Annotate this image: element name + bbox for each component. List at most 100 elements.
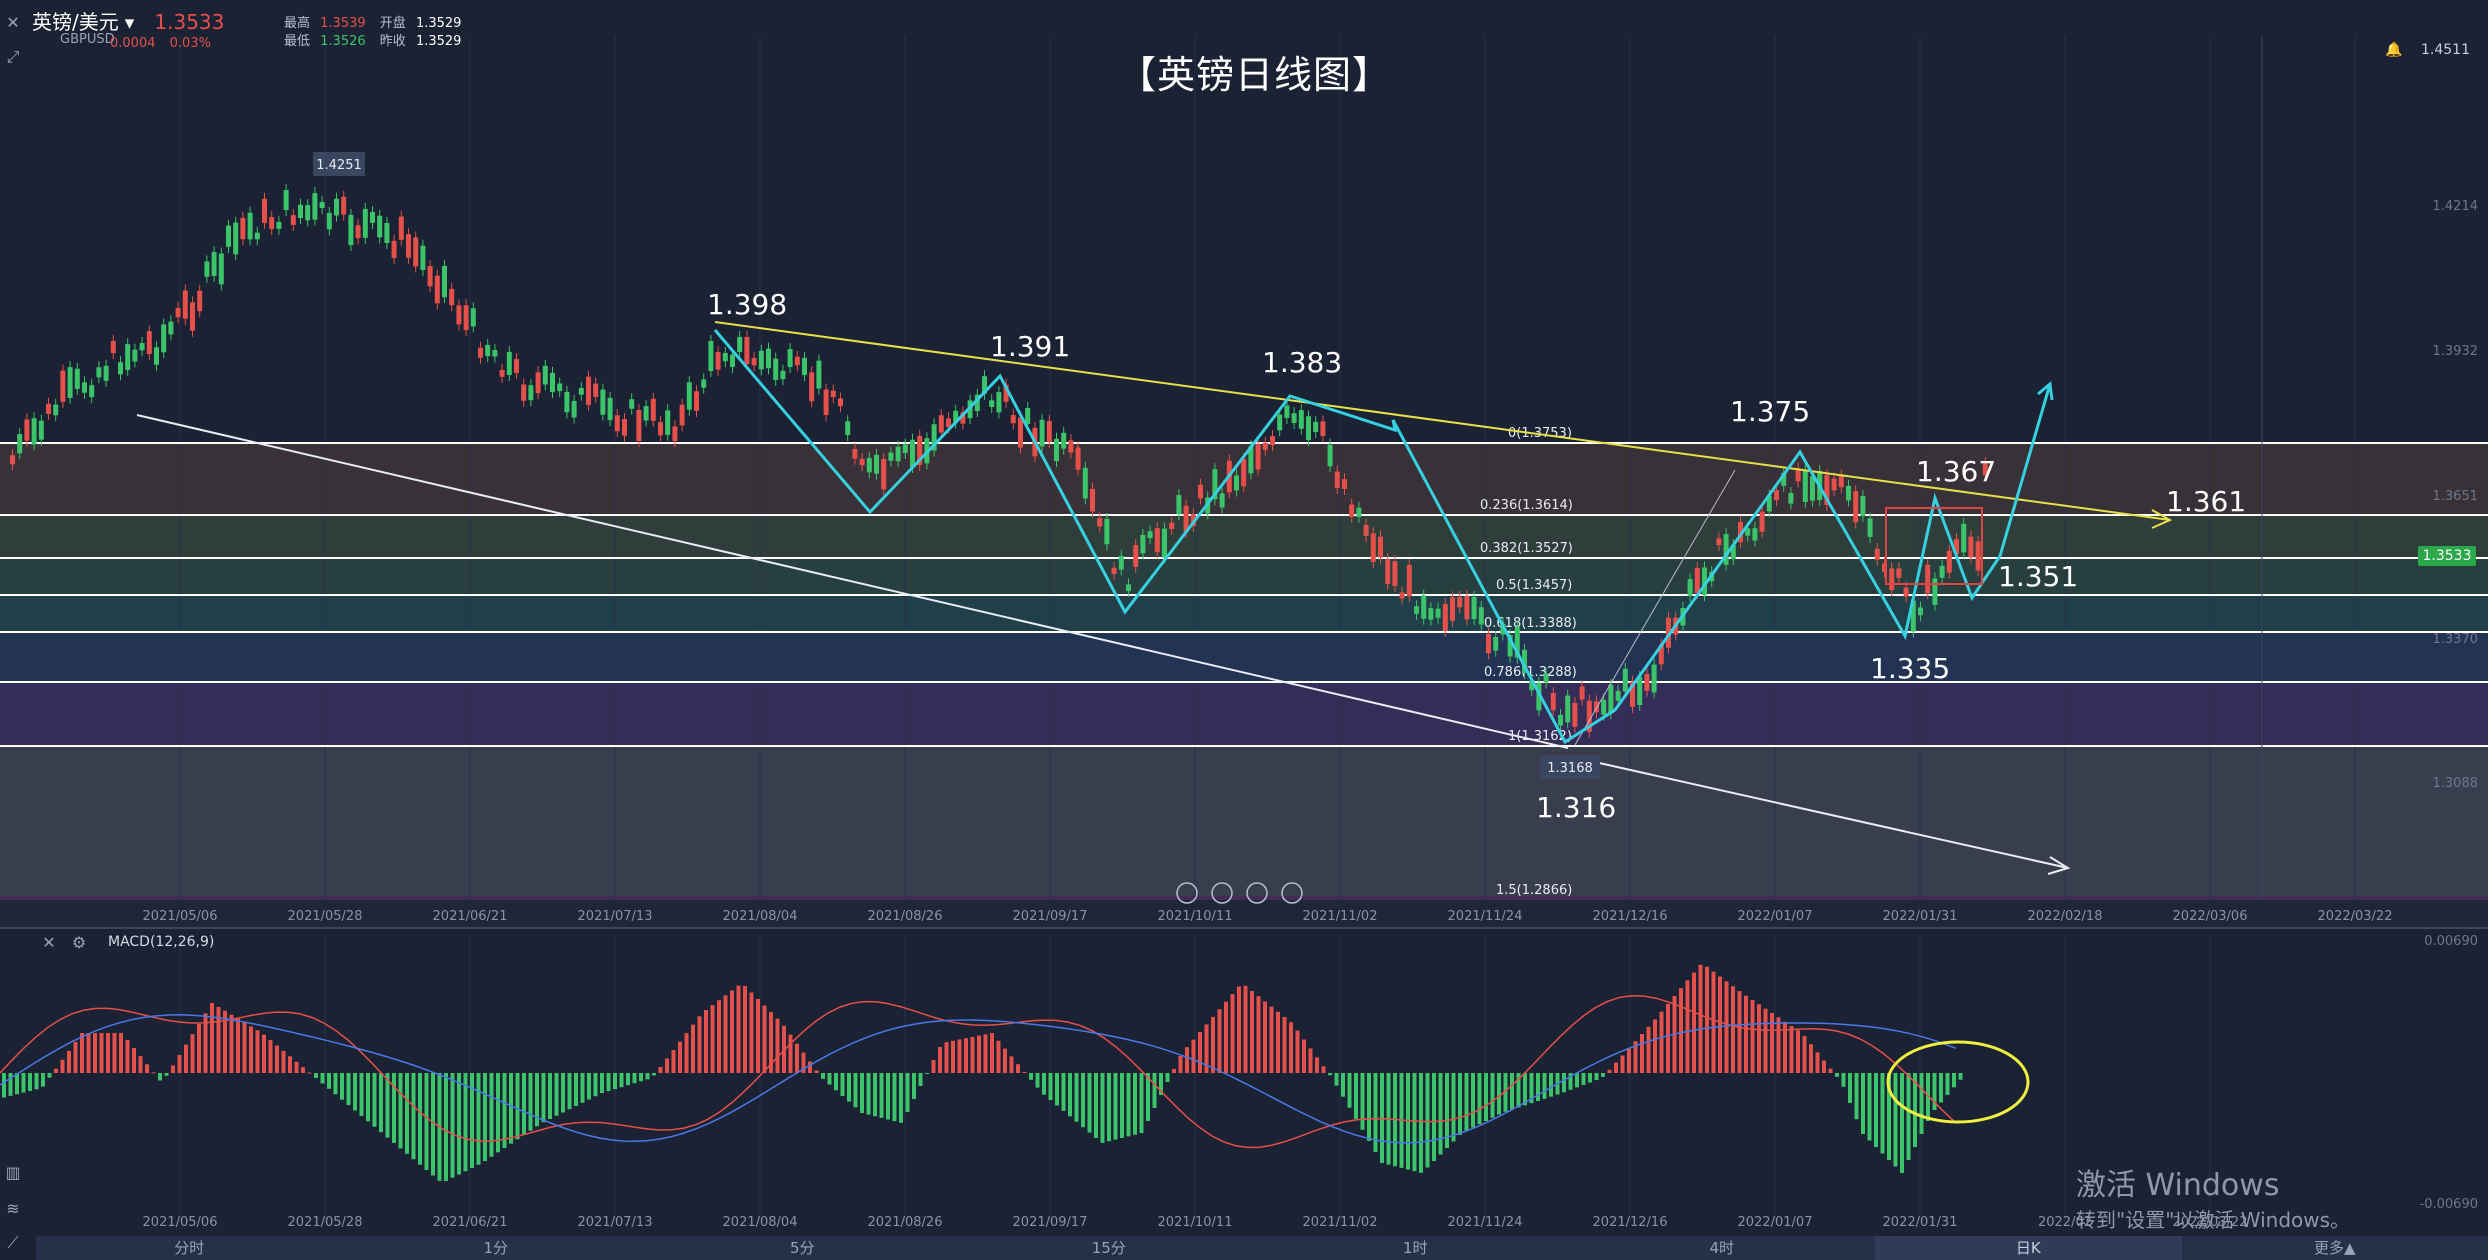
candle bbox=[1061, 432, 1067, 449]
candle bbox=[1615, 690, 1621, 701]
candle bbox=[1262, 442, 1268, 450]
tab-15min[interactable]: 15分 bbox=[1091, 1239, 1126, 1257]
price-annotation: 1.316 bbox=[1536, 791, 1616, 824]
candle bbox=[823, 389, 829, 416]
candle bbox=[31, 418, 37, 445]
candle bbox=[1558, 714, 1563, 726]
macd-bar bbox=[288, 1056, 292, 1073]
macd-bar bbox=[1022, 1072, 1027, 1073]
candle bbox=[838, 398, 843, 407]
dropdown-icon[interactable]: ▾ bbox=[124, 12, 135, 34]
candle bbox=[175, 307, 181, 318]
candle bbox=[1320, 421, 1326, 436]
candle bbox=[1212, 469, 1218, 500]
macd-bar bbox=[372, 1073, 377, 1127]
candle bbox=[686, 382, 692, 410]
drawing-tool-icon[interactable]: ⤢ bbox=[6, 47, 20, 66]
symbol-header[interactable]: 英镑/美元 ▾ 1.3533 GBPUSD bbox=[32, 6, 224, 47]
macd-bar bbox=[1334, 1073, 1339, 1086]
change-pct: 0.03% bbox=[169, 36, 211, 51]
macd-date-tick: 2021/08/04 bbox=[723, 1215, 798, 1230]
macd-bar bbox=[249, 1026, 253, 1073]
candle bbox=[1277, 414, 1283, 431]
date-tick: 2021/05/06 bbox=[143, 909, 218, 924]
trendline-yellow-arrow bbox=[2151, 509, 2173, 529]
candle bbox=[1738, 521, 1743, 543]
candle bbox=[1522, 649, 1527, 673]
macd-bar bbox=[470, 1073, 474, 1168]
tab-daily[interactable]: 日K bbox=[1875, 1236, 2182, 1260]
macd-bar bbox=[704, 1010, 708, 1073]
candle bbox=[989, 400, 995, 408]
tab-1min[interactable]: 1分 bbox=[483, 1239, 509, 1257]
macd-bar bbox=[873, 1073, 877, 1117]
tab-timeshare[interactable]: 分时 bbox=[174, 1239, 205, 1257]
settings-icon[interactable]: ⚙ bbox=[71, 933, 87, 952]
macd-bar bbox=[1120, 1073, 1124, 1138]
close-icon[interactable]: ✕ bbox=[6, 13, 20, 32]
candle bbox=[658, 422, 663, 436]
candle bbox=[434, 275, 440, 304]
macd-bar bbox=[1640, 1034, 1644, 1073]
macd-bar bbox=[353, 1073, 357, 1111]
candle bbox=[1723, 534, 1729, 565]
candle bbox=[830, 390, 836, 398]
tab-1h[interactable]: 1时 bbox=[1402, 1239, 1428, 1257]
macd-bar bbox=[834, 1073, 838, 1091]
macd-bar bbox=[1126, 1073, 1131, 1137]
macd-bar bbox=[775, 1018, 780, 1073]
macd-bar bbox=[60, 1059, 65, 1073]
macd-bar bbox=[1750, 1000, 1755, 1073]
expand-icon[interactable]: ≋ bbox=[6, 1199, 20, 1218]
candle bbox=[449, 288, 455, 306]
macd-bar bbox=[125, 1039, 130, 1073]
tab-5min[interactable]: 5分 bbox=[789, 1239, 815, 1257]
macd-bar bbox=[1373, 1073, 1378, 1152]
macd-bar bbox=[450, 1073, 455, 1178]
symbol-name: 英镑/美元 bbox=[32, 10, 119, 34]
macd-bar bbox=[8, 1073, 13, 1096]
candle bbox=[1270, 436, 1275, 446]
candle bbox=[269, 217, 275, 230]
macd-date-tick: 2021/06/21 bbox=[433, 1215, 508, 1230]
candle bbox=[1363, 524, 1369, 536]
candle bbox=[578, 387, 584, 395]
candle bbox=[1968, 536, 1974, 558]
tab-more[interactable]: 更多▲ bbox=[2313, 1239, 2356, 1257]
candle bbox=[226, 225, 231, 247]
macd-bar bbox=[1809, 1044, 1813, 1073]
candle bbox=[1810, 476, 1815, 501]
chart-type-icon[interactable]: ⟋ bbox=[7, 1233, 19, 1252]
candle bbox=[1867, 518, 1873, 537]
candle bbox=[1536, 682, 1542, 711]
candle bbox=[1291, 413, 1297, 424]
symbol-code: GBPUSD bbox=[60, 32, 115, 47]
macd-bar bbox=[1854, 1073, 1859, 1120]
candle bbox=[1716, 538, 1722, 546]
candle bbox=[751, 357, 757, 366]
candle bbox=[362, 208, 368, 238]
candle bbox=[1457, 597, 1463, 608]
candle bbox=[1154, 528, 1160, 553]
candle bbox=[182, 290, 188, 319]
macd-bar bbox=[827, 1073, 832, 1085]
indicator-icon[interactable]: ▥ bbox=[5, 1163, 21, 1182]
tab-4h[interactable]: 4时 bbox=[1709, 1239, 1735, 1257]
candle bbox=[895, 446, 901, 462]
price-annotation: 1.335 bbox=[1870, 652, 1950, 685]
candle bbox=[1406, 564, 1412, 597]
candle bbox=[1651, 664, 1657, 693]
macd-bar bbox=[1347, 1073, 1352, 1108]
macd-bar bbox=[1497, 1073, 1501, 1115]
macd-bar bbox=[1315, 1057, 1319, 1073]
macd-bar bbox=[190, 1034, 195, 1073]
candle bbox=[478, 347, 483, 358]
candle bbox=[888, 452, 894, 461]
macd-bar bbox=[145, 1064, 149, 1073]
bell-icon[interactable]: 🔔 bbox=[2385, 42, 2403, 58]
close-macd-icon[interactable]: ✕ bbox=[42, 933, 56, 952]
candle bbox=[1450, 597, 1455, 621]
candle bbox=[1097, 517, 1103, 527]
macd-bar bbox=[1841, 1073, 1846, 1087]
